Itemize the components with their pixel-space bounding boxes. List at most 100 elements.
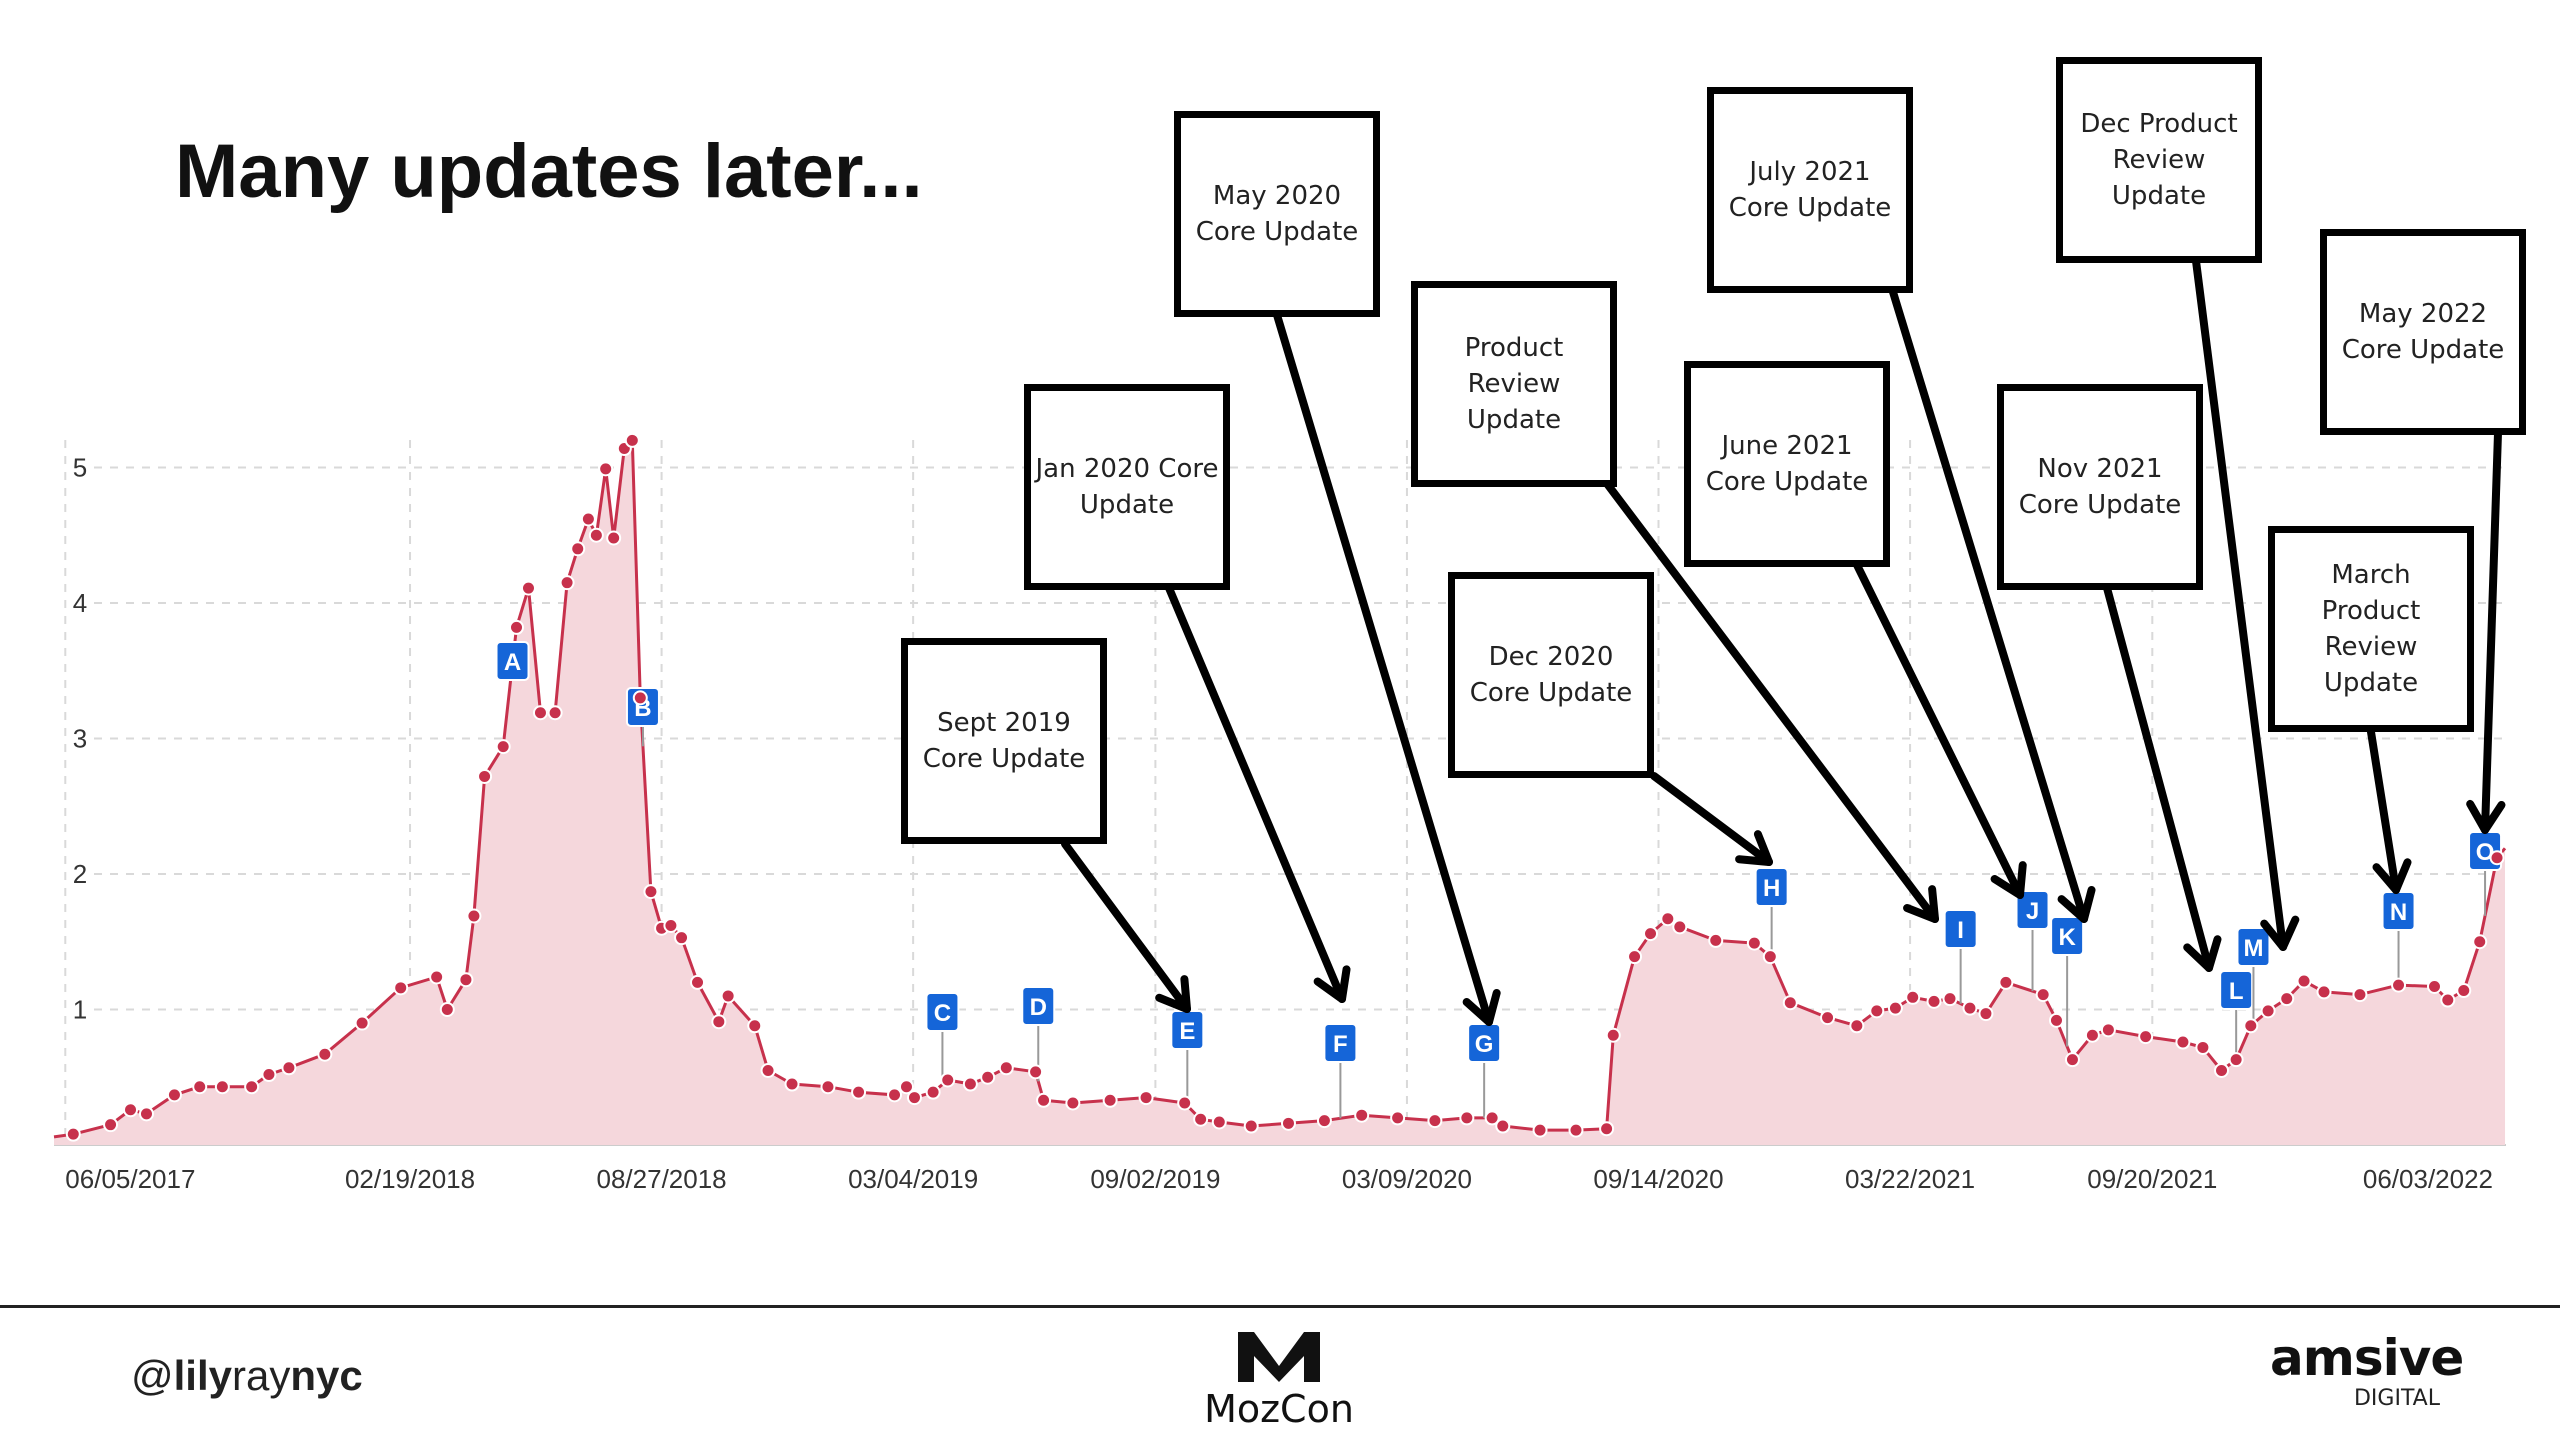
data-point — [477, 768, 493, 784]
arrowhead-icon — [2057, 885, 2096, 923]
annotation-flag-a[interactable]: A — [495, 641, 530, 681]
flag-label: K — [2058, 924, 2076, 951]
data-point — [2048, 1012, 2064, 1028]
data-point — [495, 739, 511, 755]
data-point — [261, 1067, 277, 1083]
amsive-wordmark: amsive — [2270, 1329, 2464, 1387]
arrowhead-icon — [1462, 988, 1501, 1026]
mozcon-logo: MozCon — [1199, 1330, 1359, 1431]
data-point — [192, 1079, 208, 1095]
annotation-flag-f[interactable]: F — [1323, 1023, 1358, 1063]
annotation-flag-d[interactable]: D — [1021, 986, 1056, 1026]
callout-text-line: Core Update — [1195, 217, 1359, 247]
flag-label: F — [1333, 1031, 1348, 1058]
callout-text-line: Core Update — [1469, 678, 1633, 708]
x-tick-label: 02/19/2018 — [345, 1164, 475, 1194]
x-tick-label: 06/03/2022 — [2363, 1164, 2493, 1194]
annotation-flag-m[interactable]: M — [2236, 927, 2271, 967]
handle-part: nyc — [290, 1352, 363, 1399]
callout-text-line: March — [2331, 560, 2411, 590]
data-point — [393, 980, 409, 996]
data-point — [2195, 1039, 2211, 1055]
arrowhead-icon — [1735, 830, 1773, 866]
y-tick-label: 3 — [73, 724, 87, 754]
annotation-flag-h[interactable]: H — [1754, 867, 1789, 907]
annotation-flag-g[interactable]: G — [1467, 1023, 1502, 1063]
x-tick-label: 06/05/2017 — [65, 1164, 195, 1194]
data-point — [1495, 1118, 1511, 1134]
data-point — [244, 1079, 260, 1095]
data-point — [103, 1117, 119, 1133]
data-point — [940, 1072, 956, 1088]
data-point — [2100, 1022, 2116, 1038]
callout-box: May 2022 Core Update — [2320, 229, 2526, 435]
data-point — [760, 1062, 776, 1078]
amsive-logo: amsive DIGITAL — [2270, 1329, 2464, 1414]
callout-box: May 2020 Core Update — [1174, 111, 1380, 317]
annotation-flag-l[interactable]: L — [2219, 970, 2254, 1010]
mozcon-m-icon — [1238, 1332, 1320, 1382]
annotation-flag-j[interactable]: J — [2015, 890, 2050, 930]
data-point — [674, 930, 690, 946]
callout-text-line: June 2021 — [1721, 431, 1853, 461]
handle-part: ray — [232, 1352, 291, 1399]
callout-arrow — [1650, 772, 1773, 866]
data-point — [2440, 992, 2456, 1008]
flag-label: G — [1475, 1031, 1494, 1058]
data-point — [598, 461, 614, 477]
callout-arrow — [1273, 311, 1501, 1026]
data-point — [2489, 850, 2505, 866]
series-fill — [54, 440, 2506, 1145]
annotation-flag-e[interactable]: E — [1170, 1010, 1205, 1050]
callout-text-line: Product — [2321, 596, 2421, 626]
callout-box: Jan 2020 Core Update — [1024, 384, 1230, 590]
flag-label: I — [1957, 917, 1964, 944]
annotation-flag-n[interactable]: N — [2381, 891, 2416, 931]
data-point — [632, 690, 648, 706]
annotation-flag-i[interactable]: I — [1943, 909, 1978, 949]
data-point — [1905, 989, 1921, 1005]
data-point — [962, 1076, 978, 1092]
callout-arrow — [1061, 840, 1191, 1013]
data-point — [1484, 1110, 1500, 1126]
callout-text-line: Core Update — [2341, 335, 2505, 365]
data-point — [1926, 993, 1942, 1009]
data-point — [1869, 1003, 1885, 1019]
flag-label: A — [504, 649, 521, 676]
data-point — [1390, 1110, 1406, 1126]
y-tick-label: 5 — [73, 453, 87, 483]
data-point — [123, 1102, 139, 1118]
data-point — [1193, 1111, 1209, 1127]
data-point — [166, 1087, 182, 1103]
callout-text-line: Update — [1466, 405, 1562, 435]
arrowhead-icon — [1990, 861, 2027, 899]
flag-label: N — [2390, 899, 2407, 926]
data-point — [663, 917, 679, 933]
data-point — [2296, 973, 2312, 989]
data-point — [1316, 1113, 1332, 1129]
data-point — [1627, 949, 1643, 965]
data-point — [1354, 1107, 1370, 1123]
callout-text-line: Product — [1464, 333, 1564, 363]
data-point — [1280, 1115, 1296, 1131]
data-point — [925, 1084, 941, 1100]
x-tick-label: 09/20/2021 — [2087, 1164, 2217, 1194]
data-point — [1605, 1027, 1621, 1043]
callout-box: Product Review Update — [1411, 281, 1617, 487]
callout-text-line: Update — [2323, 668, 2419, 698]
flag-label: E — [1179, 1018, 1195, 1045]
data-point — [1036, 1092, 1052, 1108]
callout-text-line: Sept 2019 — [937, 708, 1071, 738]
data-point — [2472, 934, 2488, 950]
data-point — [2426, 978, 2442, 994]
data-point — [1459, 1110, 1475, 1126]
annotation-flag-k[interactable]: K — [2050, 916, 2085, 956]
data-point — [851, 1084, 867, 1100]
annotation-flag-c[interactable]: C — [925, 992, 960, 1032]
data-point — [1849, 1018, 1865, 1034]
twitter-handle: @lilyraynyc — [131, 1352, 363, 1400]
arrowhead-icon — [2466, 799, 2506, 834]
callout-text-line: Dec 2020 — [1488, 642, 1614, 672]
callout-arrow — [2192, 257, 2300, 951]
